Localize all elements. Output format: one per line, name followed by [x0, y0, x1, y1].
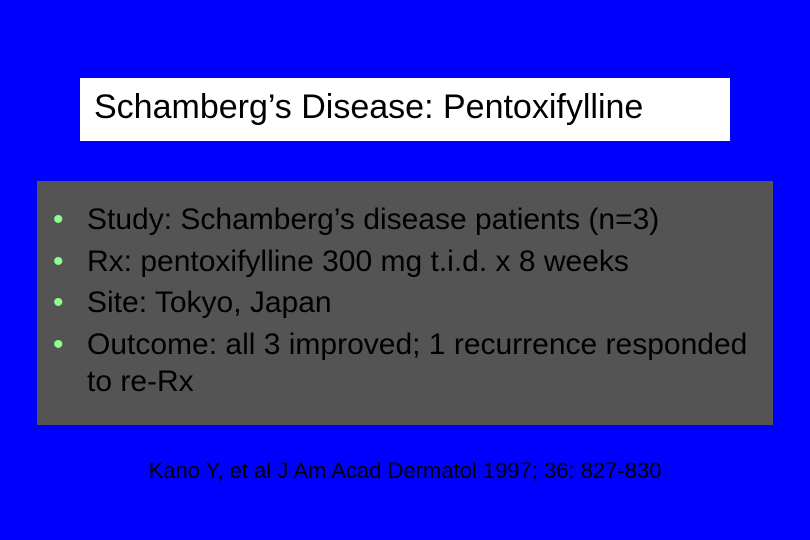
citation: Kano Y, et al J Am Acad Dermatol 1997; 3… [0, 458, 810, 484]
title-box: Schamberg’s Disease: Pentoxifylline [80, 78, 730, 141]
bullet-list: • Study: Schamberg’s disease patients (n… [51, 201, 759, 401]
bullet-text: Outcome: all 3 improved; 1 recurrence re… [87, 326, 759, 401]
slide: Schamberg’s Disease: Pentoxifylline • St… [0, 0, 810, 540]
bullet-text: Site: Tokyo, Japan [87, 284, 759, 322]
list-item: • Rx: pentoxifylline 300 mg t.i.d. x 8 w… [51, 243, 759, 281]
bullet-icon: • [51, 326, 87, 364]
bullet-text: Study: Schamberg’s disease patients (n=3… [87, 201, 759, 239]
bullet-icon: • [51, 284, 87, 322]
bullet-text: Rx: pentoxifylline 300 mg t.i.d. x 8 wee… [87, 243, 759, 281]
slide-title: Schamberg’s Disease: Pentoxifylline [94, 88, 643, 126]
bullet-icon: • [51, 201, 87, 239]
list-item: • Outcome: all 3 improved; 1 recurrence … [51, 326, 759, 401]
list-item: • Study: Schamberg’s disease patients (n… [51, 201, 759, 239]
bullet-icon: • [51, 243, 87, 281]
list-item: • Site: Tokyo, Japan [51, 284, 759, 322]
body-box: • Study: Schamberg’s disease patients (n… [37, 181, 773, 425]
